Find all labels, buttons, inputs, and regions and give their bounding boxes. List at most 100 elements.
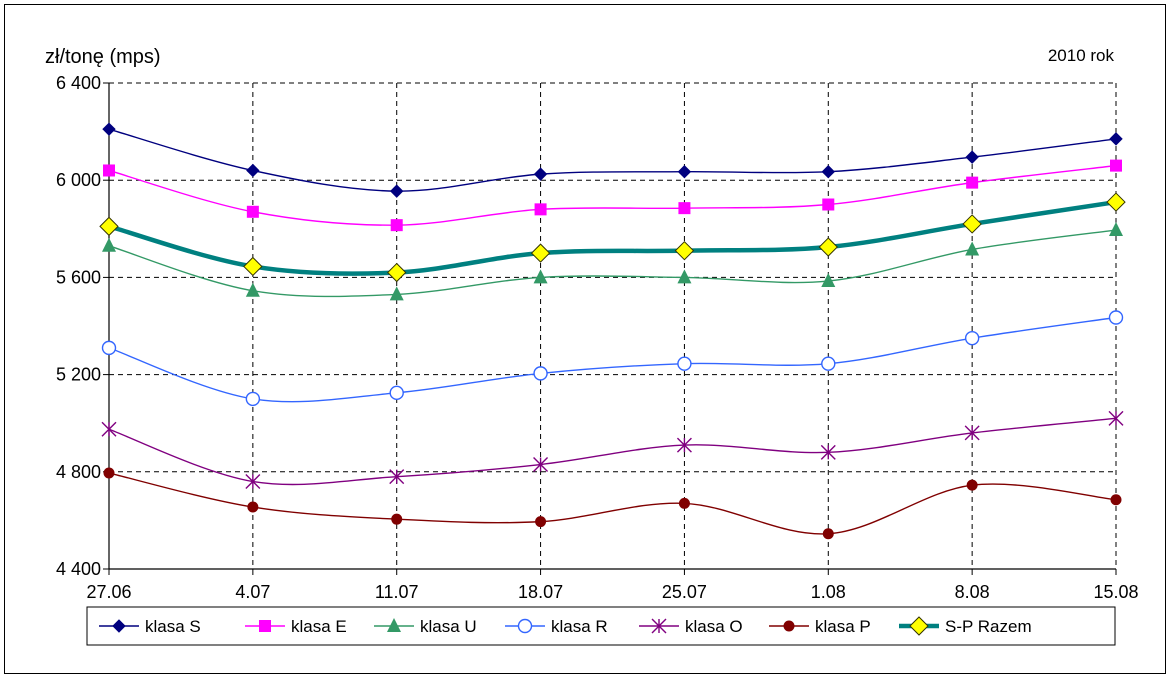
data-point (534, 203, 547, 216)
data-point (821, 273, 836, 288)
legend-swatch-marker (651, 618, 667, 634)
data-point (103, 467, 115, 479)
x-tick-label: 25.07 (662, 582, 707, 602)
data-point (965, 150, 979, 164)
data-point (246, 205, 259, 218)
data-point (389, 469, 405, 485)
data-point (387, 262, 407, 283)
legend-label: S-P Razem (945, 617, 1032, 636)
data-point (247, 501, 259, 513)
chart-frame: zł/tonę (mps) 2010 rok 4 400 4 800 5 200 5 … (4, 4, 1166, 674)
chart-subtitle: 2010 rok (1048, 46, 1115, 65)
data-point (677, 356, 692, 371)
data-point (677, 164, 692, 179)
x-tick-label: 15.08 (1093, 582, 1138, 602)
data-point (676, 437, 692, 453)
data-point (1108, 310, 1124, 325)
x-tick-label: 11.07 (375, 582, 419, 602)
x-tick-label: 18.07 (518, 582, 563, 602)
data-point (389, 385, 404, 401)
data-point (966, 479, 978, 491)
data-point (391, 513, 403, 525)
legend-swatch-marker (783, 620, 795, 632)
series-line-6 (108, 199, 1117, 276)
axes (103, 82, 1117, 575)
series-line-4 (108, 417, 1117, 486)
data-point (101, 421, 117, 437)
line-chart: zł/tonę (mps) 2010 rok 4 400 4 800 5 200 5 … (45, 46, 1139, 646)
legend-swatch-marker (517, 618, 533, 634)
series-line-1 (108, 164, 1117, 226)
x-tick-label: 4.07 (235, 582, 270, 602)
legend-swatch-marker (259, 620, 271, 632)
series-line-2 (108, 229, 1117, 298)
data-point (962, 214, 982, 234)
data-point (533, 457, 549, 473)
data-point (245, 282, 260, 297)
data-point (243, 256, 263, 277)
x-tick-label: 1.08 (811, 582, 846, 602)
x-tick-label: 27.06 (86, 582, 131, 602)
legend-label: klasa O (685, 617, 743, 636)
data-point (821, 164, 835, 179)
legend-label: klasa P (815, 617, 871, 636)
y-tick-label: 4 400 (56, 559, 101, 579)
series-markers (99, 122, 1126, 540)
x-tick-label: 8.08 (955, 582, 990, 602)
data-point (102, 237, 116, 252)
data-point (1109, 222, 1123, 237)
data-point (1108, 410, 1124, 426)
y-tick-label: 5 600 (56, 267, 101, 287)
data-point (390, 184, 404, 198)
series-line-5 (108, 472, 1117, 535)
data-point (245, 391, 261, 407)
y-tick-label: 4 800 (56, 462, 101, 482)
legend: klasa S klasa E klasa U klasa R klasa O klasa… (86, 606, 1116, 646)
data-point (966, 176, 979, 189)
series-lines (108, 128, 1117, 535)
data-point (1110, 159, 1122, 172)
legend-swatch-marker (112, 619, 126, 633)
y-axis-label: zł/tonę (mps) (45, 46, 161, 68)
data-point (535, 516, 547, 528)
data-point (245, 474, 261, 490)
ticks: 4 400 4 800 5 200 5 600 6 000 6 400 27.06 4.07 1… (56, 73, 1139, 602)
series-line-3 (108, 316, 1117, 403)
data-point (246, 163, 260, 178)
data-point (678, 497, 690, 509)
grid (109, 82, 1117, 569)
data-point (99, 216, 119, 237)
data-point (818, 237, 838, 257)
data-point (1106, 192, 1126, 212)
data-point (102, 122, 116, 136)
data-point (530, 243, 551, 263)
y-tick-label: 6 400 (56, 73, 101, 93)
data-point (822, 528, 834, 540)
data-point (964, 330, 980, 346)
series-line-0 (108, 128, 1117, 192)
legend-label: klasa E (291, 617, 347, 636)
data-point (1109, 132, 1123, 146)
data-point (678, 202, 691, 215)
data-point (1110, 494, 1122, 506)
legend-label: klasa R (551, 617, 608, 636)
data-point (390, 219, 403, 232)
data-point (677, 269, 692, 284)
data-point (674, 240, 695, 261)
data-point (101, 340, 117, 356)
legend-swatch-marker (909, 616, 929, 636)
data-point (103, 164, 115, 177)
legend-swatch-marker (387, 618, 401, 632)
data-point (820, 444, 836, 460)
data-point (822, 198, 835, 211)
data-point (389, 286, 404, 301)
data-point (965, 241, 980, 256)
y-tick-label: 6 000 (56, 170, 101, 190)
data-point (964, 425, 980, 441)
data-point (533, 269, 548, 284)
y-tick-label: 5 200 (56, 365, 101, 385)
legend-label: klasa S (145, 617, 201, 636)
data-point (821, 356, 836, 371)
legend-label: klasa U (420, 617, 477, 636)
data-point (533, 366, 548, 381)
